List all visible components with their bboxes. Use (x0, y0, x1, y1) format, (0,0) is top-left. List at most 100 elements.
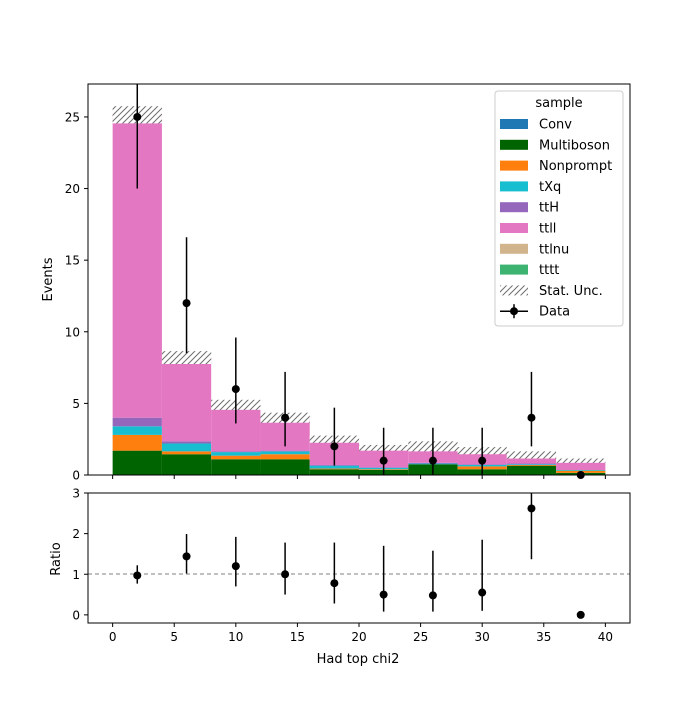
x-tick-label: 35 (536, 630, 551, 644)
ratio-y-axis-label: Ratio (49, 542, 64, 575)
main-plot: 0 5 10 15 20 25 Events (41, 83, 631, 483)
legend-label-tth: ttH (539, 201, 559, 216)
legend-swatch-tth (500, 202, 528, 213)
y-tick-label: 2 (72, 527, 80, 541)
bar-multiboson (112, 450, 162, 475)
legend-swatch-multiboson (500, 139, 528, 150)
legend-label-tttt: tttt (539, 263, 559, 278)
data-point (231, 385, 240, 394)
legend-title: sample (535, 96, 582, 111)
bar-ttll (506, 454, 557, 464)
x-axis-label: Had top chi2 (317, 652, 400, 667)
bar-txq (112, 426, 162, 435)
y-tick-label: 1 (72, 568, 80, 582)
data-point (379, 456, 388, 465)
ratio-point (379, 590, 388, 599)
bar-nonpromt (260, 454, 310, 460)
legend: sample Conv Multiboson Nonprompt tXq ttH ttll… (494, 90, 624, 327)
legend-swatch-conv (500, 119, 528, 129)
bar-nonpromt (506, 464, 557, 466)
y-tick-label: 25 (65, 110, 80, 124)
x-tick-label: 10 (228, 630, 243, 644)
ratio-point (281, 570, 290, 579)
data-point (133, 112, 142, 121)
x-tick-label: 20 (351, 630, 366, 644)
x-tick-label: 5 (170, 630, 178, 644)
y-tick-label: 3 (72, 487, 80, 501)
main-x-ticks (112, 475, 606, 479)
legend-swatch-tttt (500, 264, 528, 275)
data-point (478, 456, 487, 465)
ratio-plot-frame (87, 492, 631, 624)
y-tick-label: 0 (72, 469, 80, 483)
ratio-point (428, 591, 437, 600)
stat-unc-band (161, 351, 212, 365)
bar-ttll (556, 460, 606, 470)
bar-multiboson (161, 454, 212, 475)
legend-label-nonprompt: Nonprompt (539, 159, 612, 174)
ratio-plot: 0 5 10 15 20 25 30 35 40 0 1 2 3 Ratio Had top chi2 (49, 487, 631, 667)
bar-tth (161, 441, 212, 444)
legend-label-txq: tXq (539, 180, 561, 195)
bar-multiboson (260, 459, 310, 475)
legend-label-ttlnu: ttlnu (539, 242, 569, 257)
bar-multiboson (211, 459, 261, 475)
bar-tth (112, 417, 162, 427)
data-point (527, 413, 536, 422)
bar-txq (556, 469, 606, 471)
data-point (428, 456, 437, 465)
data-point (330, 442, 339, 451)
ratio-point (576, 610, 585, 619)
bar-multiboson (309, 469, 359, 475)
ratio-point (182, 552, 191, 561)
ratio-y-ticks: 0 1 2 3 (72, 487, 88, 622)
legend-entries: Conv Multiboson Nonprompt tXq ttH ttll ttlnu tt… (500, 118, 612, 320)
bar-nonpromt (112, 434, 162, 451)
bar-nonpromt (161, 451, 212, 455)
main-y-axis-label: Events (41, 257, 56, 301)
ratio-x-ticks: 0 5 10 15 20 25 30 35 40 (109, 623, 613, 644)
x-tick-label: 40 (598, 630, 613, 644)
data-points (133, 84, 585, 479)
y-tick-label: 15 (65, 254, 80, 268)
bar-txq (506, 464, 557, 465)
x-tick-label: 30 (475, 630, 490, 644)
legend-label-conv: Conv (539, 118, 572, 133)
legend-swatch-ttll (500, 223, 528, 233)
y-tick-label: 10 (65, 325, 80, 339)
x-tick-label: 25 (413, 630, 428, 644)
ratio-point (527, 504, 536, 513)
stat-unc-band (506, 451, 557, 459)
y-tick-label: 20 (65, 182, 80, 196)
bar-txq (260, 451, 310, 455)
legend-label-ttll: ttll (539, 222, 556, 237)
data-point (182, 299, 191, 308)
bar-tth (211, 451, 261, 453)
bar-tth (260, 450, 310, 452)
x-tick-label: 15 (290, 630, 305, 644)
ratio-points (133, 493, 585, 619)
legend-swatch-data-marker (510, 307, 518, 316)
ratio-point (478, 588, 487, 597)
legend-label-data: Data (539, 305, 570, 320)
x-tick-label: 0 (109, 630, 117, 644)
bar-multiboson (506, 465, 557, 475)
legend-swatch-stat-unc (500, 285, 528, 296)
legend-swatch-ttlnu (500, 243, 528, 254)
ratio-point (231, 562, 240, 571)
legend-swatch-txq (500, 181, 528, 192)
data-point (281, 413, 290, 422)
y-tick-label: 0 (72, 608, 80, 622)
bar-tth (506, 463, 557, 465)
stat-unc-band (556, 458, 606, 463)
ratio-point (330, 579, 339, 588)
bar-ttll (161, 357, 212, 442)
bar-nonpromt (309, 468, 359, 470)
legend-swatch-nonprompt (500, 160, 528, 171)
y-tick-label: 5 (72, 397, 80, 411)
bar-txq (211, 452, 261, 456)
bar-txq (161, 443, 212, 452)
main-y-ticks: 0 5 10 15 20 25 (65, 110, 88, 483)
bar-nonpromt (211, 455, 261, 460)
